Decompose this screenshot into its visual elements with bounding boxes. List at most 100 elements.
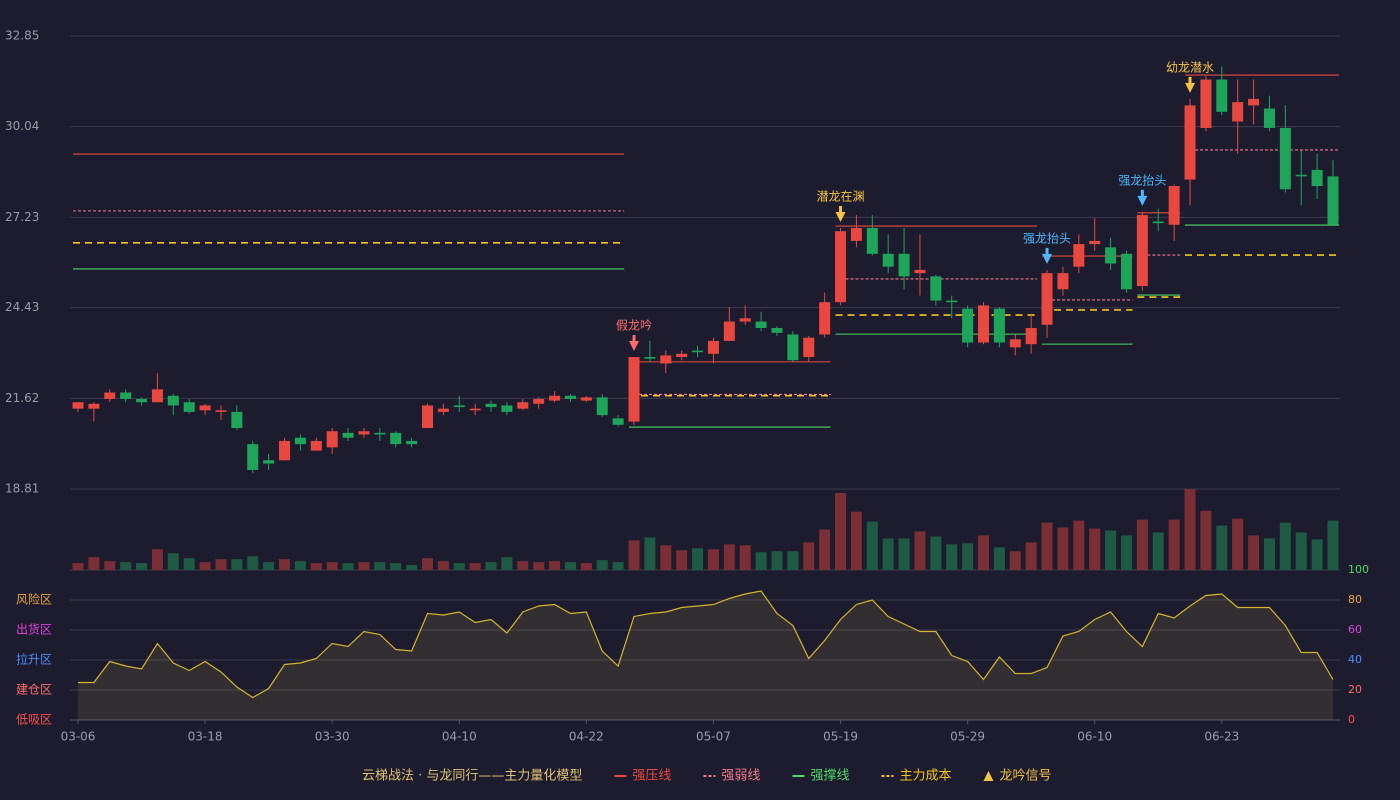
- candle-body: [993, 308, 1005, 343]
- candle-body: [803, 337, 815, 358]
- candle-body: [533, 398, 545, 404]
- zone-label: 低吸区: [16, 713, 52, 727]
- volume-bar: [707, 549, 719, 570]
- volume-bar: [819, 529, 831, 570]
- y2-tick-label: 20: [1348, 683, 1362, 696]
- candle-body: [72, 402, 84, 409]
- candle-body: [310, 440, 322, 451]
- candle-body: [1232, 102, 1244, 122]
- candle-body: [199, 405, 211, 411]
- candle-body: [88, 403, 100, 409]
- volume-bar: [1041, 522, 1053, 570]
- oscillator-area: [78, 591, 1333, 720]
- candle-body: [850, 227, 862, 241]
- candle-body: [1009, 339, 1021, 348]
- candle-body: [644, 357, 656, 359]
- volume-bar: [279, 559, 291, 570]
- y2-tick-label: 100: [1348, 563, 1369, 576]
- candle-body: [1327, 176, 1339, 225]
- volume-bar: [882, 538, 894, 570]
- candle-body: [437, 408, 449, 412]
- volume-bar: [1327, 520, 1339, 570]
- volume-bar: [1168, 519, 1180, 570]
- candle-body: [739, 318, 751, 322]
- signal-label: 假龙吟: [616, 318, 652, 333]
- candle-body: [151, 389, 163, 403]
- candle-body: [835, 231, 847, 303]
- volume-bar: [136, 563, 148, 570]
- volume-bar: [1216, 525, 1228, 570]
- volume-bar: [326, 562, 338, 570]
- candle-body: [707, 340, 719, 354]
- candle-body: [962, 308, 974, 343]
- candle-body: [882, 253, 894, 267]
- volume-bar: [628, 540, 640, 570]
- signal-label: 强龙抬头: [1118, 173, 1166, 187]
- legend-label: 强弱线: [721, 769, 760, 784]
- candle-body: [660, 355, 672, 364]
- legend-title: 云梯战法 · 与龙同行——主力量化模型: [362, 769, 582, 784]
- candle-body: [723, 321, 735, 341]
- y-tick-label: 30.04: [5, 119, 39, 133]
- volume-bar: [612, 562, 624, 570]
- volume-bar: [1136, 519, 1148, 570]
- candle-body: [676, 353, 688, 358]
- volume-bar: [787, 551, 799, 570]
- candle-body: [787, 334, 799, 361]
- legend-label: 强压线: [632, 769, 671, 784]
- volume-bar: [692, 548, 704, 570]
- candle-body: [485, 403, 497, 408]
- volume-bar: [517, 561, 529, 570]
- volume-bar: [1232, 518, 1244, 570]
- volume-bar: [898, 538, 910, 570]
- candle-body: [215, 410, 227, 412]
- candle-body: [596, 397, 608, 416]
- volume-bar: [930, 536, 942, 570]
- candle-body: [1120, 253, 1132, 290]
- candle-body: [326, 431, 338, 448]
- volume-bar: [1073, 520, 1085, 570]
- x-tick-label: 04-22: [569, 730, 604, 744]
- volume-bar: [151, 549, 163, 570]
- volume-bar: [1200, 510, 1212, 570]
- candle-body: [914, 269, 926, 274]
- volume-bar: [469, 563, 481, 570]
- zone-label: 风险区: [16, 592, 52, 607]
- volume-bar: [596, 560, 608, 570]
- volume-bar: [962, 543, 974, 570]
- candle-body: [517, 402, 529, 409]
- signal-arrow: [1185, 76, 1196, 93]
- candle-body: [1089, 240, 1101, 245]
- candle-body: [1279, 127, 1291, 190]
- y-tick-label: 27.23: [5, 210, 39, 224]
- legend-marker: [983, 771, 994, 781]
- candle-body: [755, 321, 767, 328]
- volume-bar: [1025, 542, 1037, 570]
- volume-bar: [1279, 522, 1291, 570]
- candle-body: [279, 440, 291, 461]
- volume-bar: [1263, 538, 1275, 570]
- signal-arrow: [629, 335, 640, 352]
- legend-label: 龙吟信号: [999, 768, 1051, 784]
- candle-body: [421, 405, 433, 429]
- volume-bar: [421, 558, 433, 570]
- volume-bar: [1152, 532, 1164, 570]
- volume-bar: [1248, 535, 1260, 570]
- volume-bar: [231, 559, 243, 570]
- x-tick-label: 05-29: [950, 730, 985, 744]
- volume-bar: [771, 551, 783, 570]
- candle-body: [1057, 273, 1069, 290]
- candle-body: [167, 395, 179, 406]
- volume-bar: [358, 562, 370, 570]
- volume-bar: [1295, 532, 1307, 570]
- candle-body: [501, 405, 513, 412]
- volume-bar: [406, 565, 418, 570]
- volume-bar: [1057, 527, 1069, 570]
- volume-bar: [676, 550, 688, 570]
- candle-body: [946, 300, 958, 303]
- volume-bar: [183, 558, 195, 570]
- candle-body: [358, 431, 370, 435]
- volume-bar: [437, 561, 449, 570]
